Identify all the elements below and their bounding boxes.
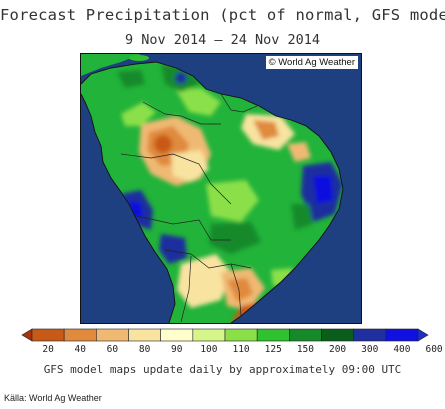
anomaly-patch bbox=[253, 120, 279, 140]
map-credit: © World Ag Weather bbox=[265, 56, 358, 69]
colorbar-swatch bbox=[192, 328, 226, 342]
anomaly-patch bbox=[176, 88, 221, 116]
anomaly-patch bbox=[291, 204, 313, 230]
legend-label: 110 bbox=[232, 344, 250, 355]
colorbar-swatch bbox=[96, 328, 129, 342]
colorbar-swatch bbox=[160, 328, 194, 342]
border-line bbox=[136, 215, 231, 241]
legend-label: 80 bbox=[138, 344, 151, 355]
anomaly-patch bbox=[117, 70, 145, 88]
colorbar-arrow-high bbox=[417, 328, 429, 342]
colorbar-swatch bbox=[63, 328, 97, 342]
legend-label: 400 bbox=[393, 344, 411, 355]
legend-label: 90 bbox=[171, 344, 183, 355]
legend-label: 300 bbox=[361, 344, 379, 355]
map-title: Forecast Precipitation (pct of normal, G… bbox=[0, 6, 445, 24]
coastline bbox=[81, 61, 344, 323]
central-america-land bbox=[81, 54, 141, 76]
border-line bbox=[180, 255, 192, 323]
legend-label: 40 bbox=[74, 344, 86, 355]
border-line bbox=[120, 153, 232, 205]
island-land bbox=[129, 55, 149, 61]
country-borders bbox=[120, 93, 258, 323]
border-line bbox=[164, 249, 252, 269]
anomaly-patch bbox=[227, 278, 253, 302]
border-line bbox=[230, 263, 242, 317]
colorbar-swatch bbox=[385, 328, 419, 342]
colorbar-swatch bbox=[31, 328, 65, 342]
anomaly-patch bbox=[159, 234, 187, 264]
legend-label: 200 bbox=[328, 344, 347, 355]
anomaly-patch bbox=[171, 150, 209, 182]
source-caption: Källa: World Ag Weather bbox=[4, 393, 102, 403]
colorbar-swatch bbox=[128, 328, 161, 342]
anomaly-patch bbox=[206, 180, 259, 222]
colorbar-swatch bbox=[256, 328, 290, 342]
colorbar-arrow-low bbox=[21, 328, 33, 342]
legend-label: 125 bbox=[264, 344, 282, 355]
legend-label: 20 bbox=[42, 344, 54, 355]
precipitation-anomaly-fields bbox=[117, 64, 343, 323]
legend-label: 600 bbox=[425, 344, 443, 355]
anomaly-patch bbox=[209, 222, 261, 254]
colorbar-swatch bbox=[321, 328, 354, 342]
legend-label: 60 bbox=[106, 344, 119, 355]
legend-colorbar bbox=[21, 328, 429, 342]
colorbar-swatch bbox=[289, 328, 322, 342]
map-canvas bbox=[81, 54, 361, 323]
anomaly-patch bbox=[313, 176, 333, 204]
map-date-range: 9 Nov 2014 – 24 Nov 2014 bbox=[124, 32, 321, 48]
colorbar-swatch bbox=[224, 328, 258, 342]
anomaly-patch bbox=[175, 72, 187, 84]
border-line bbox=[220, 93, 258, 113]
anomaly-patch bbox=[154, 135, 172, 153]
update-note: GFS model maps update daily by approxima… bbox=[43, 363, 402, 376]
border-line bbox=[142, 101, 221, 125]
legend-label: 150 bbox=[296, 344, 314, 355]
anomaly-patch bbox=[121, 102, 156, 126]
south-america-precipitation-map: © World Ag Weather bbox=[80, 53, 362, 324]
colorbar-swatch bbox=[353, 328, 387, 342]
legend-label: 100 bbox=[200, 344, 218, 355]
anomaly-patch bbox=[287, 142, 311, 162]
